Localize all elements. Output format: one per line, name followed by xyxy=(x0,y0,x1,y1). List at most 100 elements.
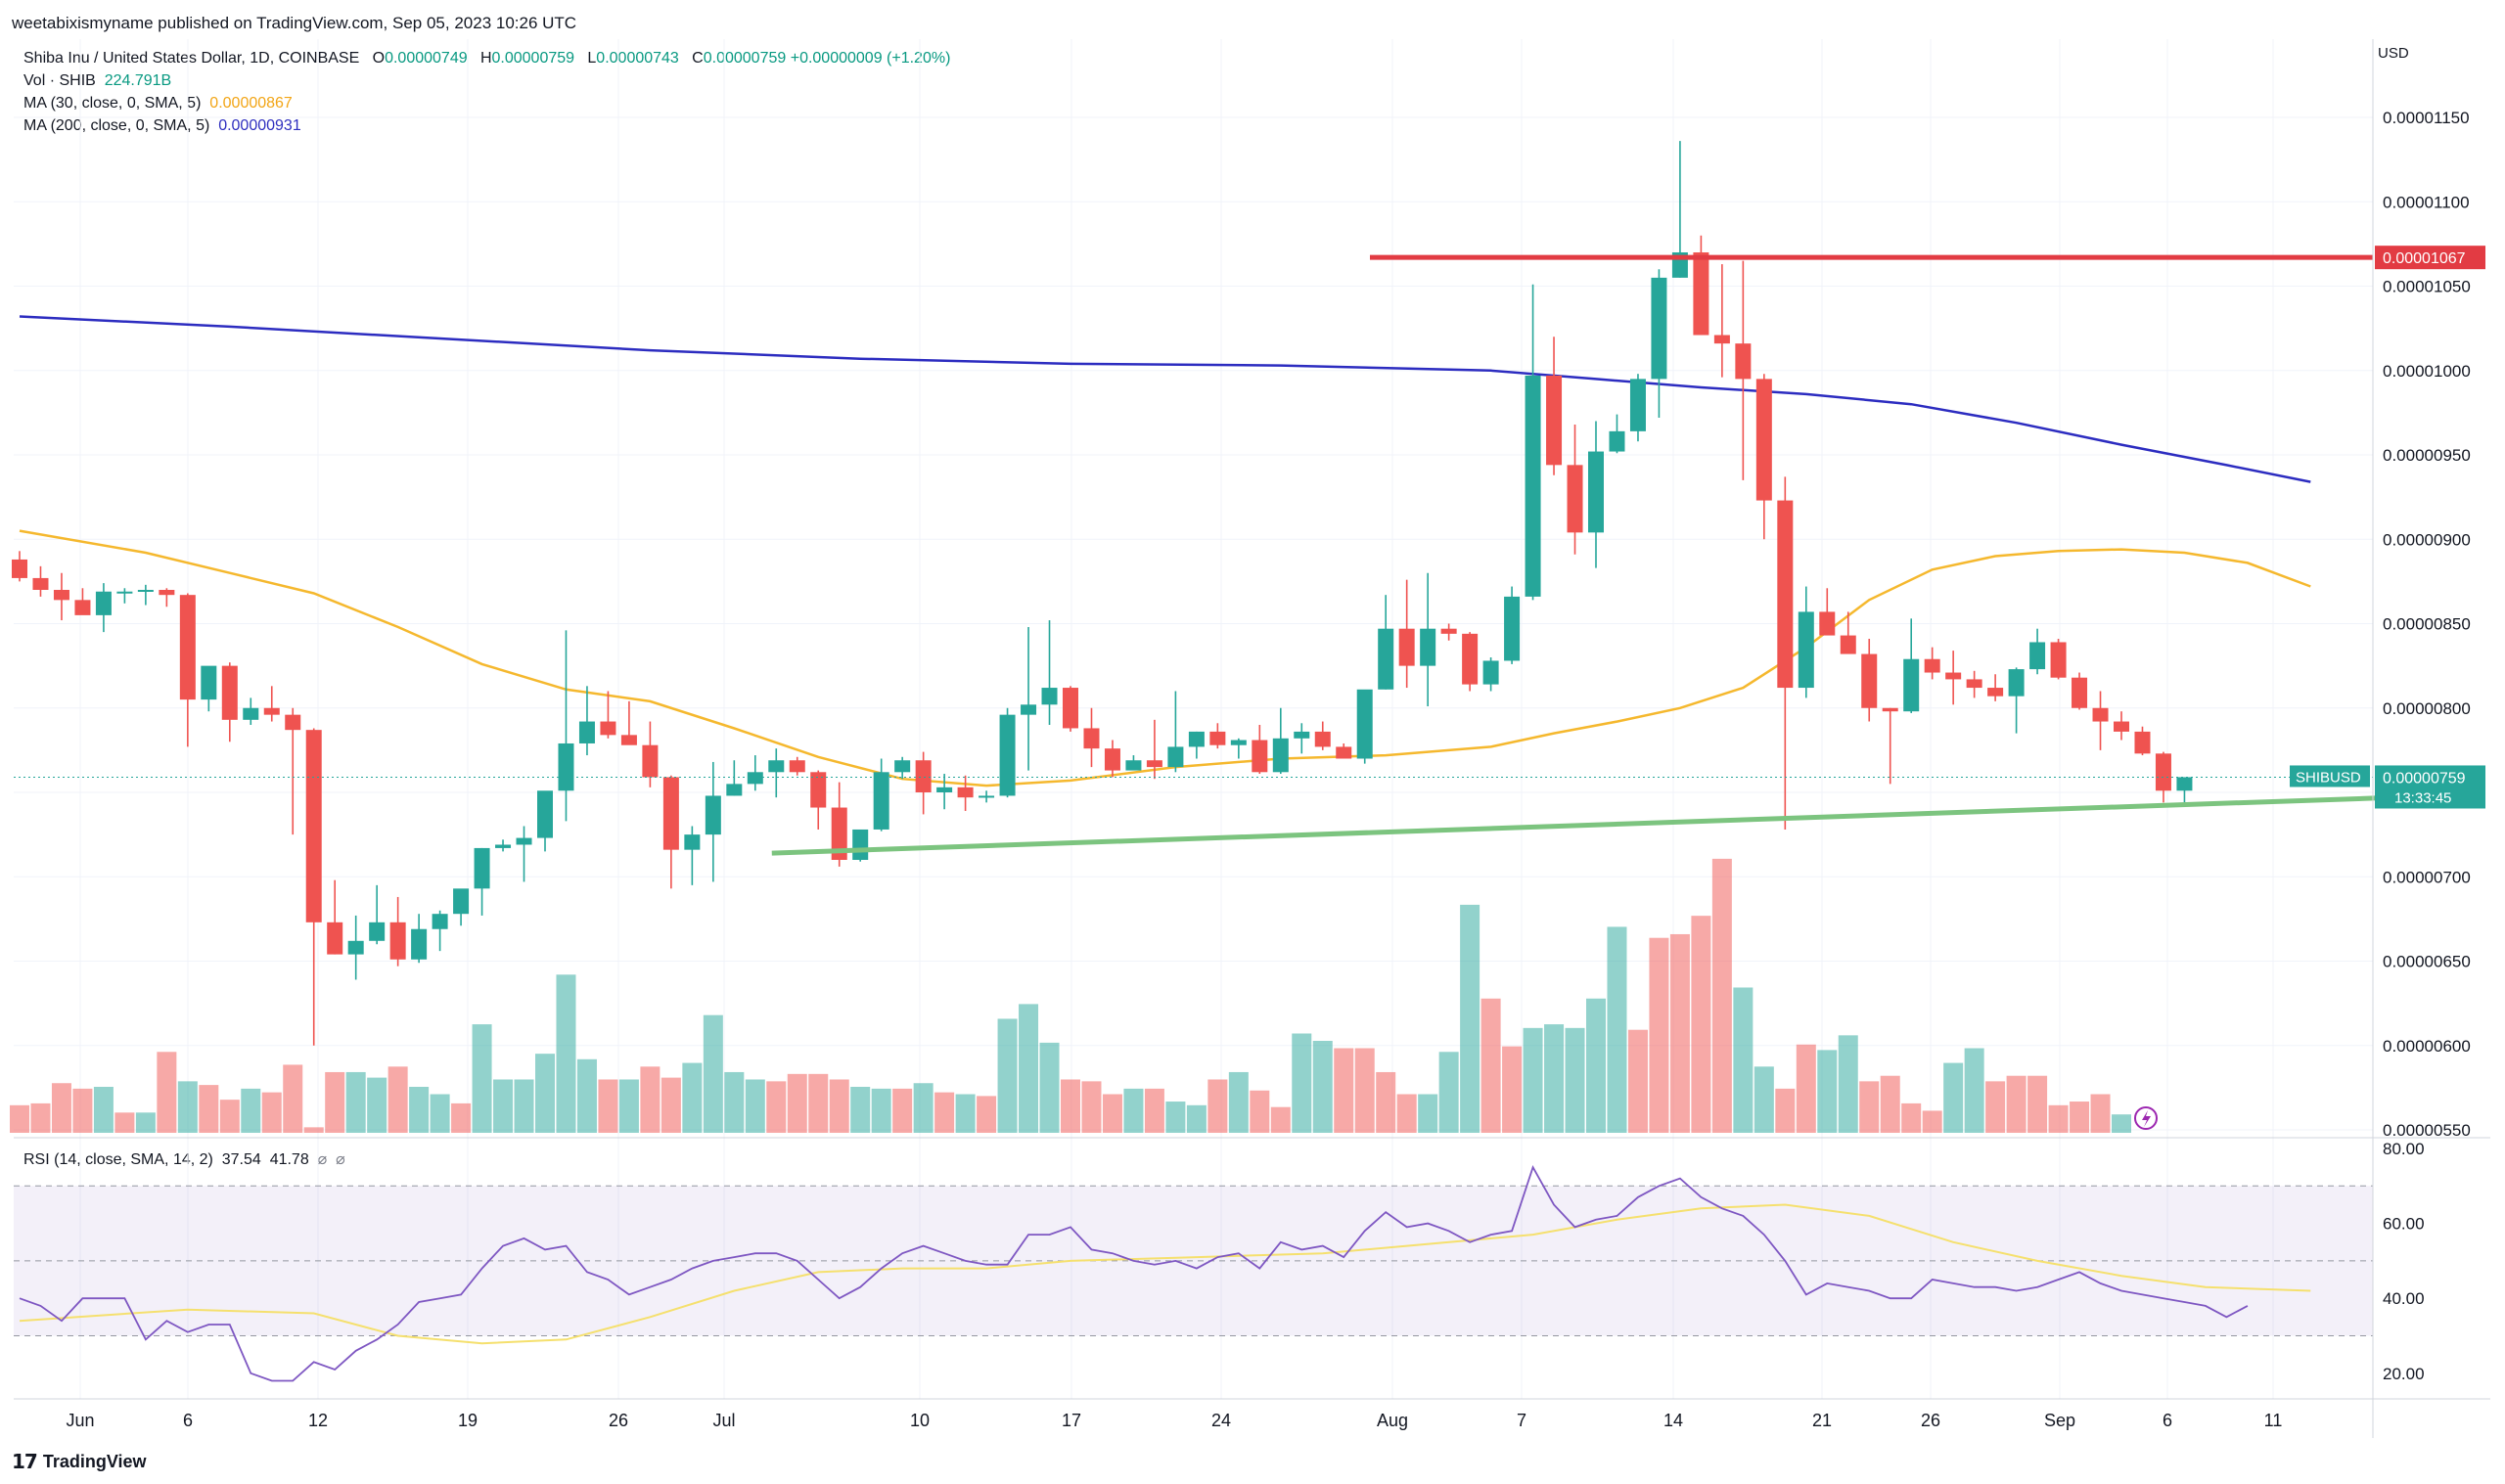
tradingview-footer[interactable]: 𝟭𝟳 TradingView xyxy=(12,1450,147,1474)
volume-bar xyxy=(1565,1027,1585,1133)
ma200-legend-row[interactable]: MA (200, close, 0, SMA, 5) 0.00000931 xyxy=(23,114,950,137)
rsi-legend[interactable]: RSI (14, close, SMA, 14, 2) 37.54 41.78 … xyxy=(23,1149,345,1169)
ma30-label: MA (30, close, 0, SMA, 5) xyxy=(23,95,202,112)
volume-bar xyxy=(1711,858,1732,1133)
publisher-line: weetabixismyname published on TradingVie… xyxy=(12,14,577,32)
candle-body xyxy=(1336,746,1352,759)
candle-body xyxy=(1798,611,1814,689)
candle-body xyxy=(1966,679,1982,689)
volume-bar xyxy=(1061,1079,1080,1133)
x-tick-label: 26 xyxy=(609,1411,628,1430)
volume-value: 224.791B xyxy=(104,72,172,89)
candle-body xyxy=(74,600,91,615)
volume-bar xyxy=(997,1018,1018,1133)
volume-bar xyxy=(535,1054,555,1133)
open-value: 0.00000749 xyxy=(385,50,468,67)
volume-bar xyxy=(850,1087,871,1133)
volume-legend-row[interactable]: Vol · SHIB 224.791B xyxy=(23,69,950,92)
volume-bar xyxy=(682,1062,703,1133)
volume-bar xyxy=(618,1079,639,1133)
ma30-legend-row[interactable]: MA (30, close, 0, SMA, 5) 0.00000867 xyxy=(23,92,950,114)
candle-body xyxy=(137,590,154,592)
volume-bar xyxy=(1859,1081,1880,1133)
candle-body xyxy=(915,760,932,792)
candle-body xyxy=(831,807,847,860)
x-tick-label: 7 xyxy=(1517,1411,1526,1430)
symbol-row[interactable]: Shiba Inu / United States Dollar, 1D, CO… xyxy=(23,47,950,69)
candle-body xyxy=(1167,746,1184,768)
low-label: L xyxy=(587,50,597,67)
candle-body xyxy=(894,760,911,773)
candle-body xyxy=(1125,760,1142,771)
volume-bar xyxy=(493,1079,514,1133)
high-value: 0.00000759 xyxy=(491,50,575,67)
volume-bar xyxy=(576,1058,597,1133)
candle-body xyxy=(957,787,974,798)
candle-body xyxy=(2029,642,2046,670)
symbol-title: Shiba Inu / United States Dollar, 1D, CO… xyxy=(23,50,360,67)
volume-bar xyxy=(745,1079,765,1133)
candle-body xyxy=(1713,335,1730,344)
volume-bar xyxy=(556,974,576,1133)
y-tick-label: 0.00001050 xyxy=(2383,278,2471,296)
hidden-series-icon[interactable]: ⌀ xyxy=(317,1151,328,1168)
volume-bar xyxy=(1312,1041,1333,1133)
candle-body xyxy=(1063,688,1078,729)
candle-body xyxy=(1378,628,1394,690)
trend-lines[interactable] xyxy=(14,254,2395,856)
volume-bar xyxy=(2027,1075,2048,1133)
rsi-label: RSI (14, close, SMA, 14, 2) xyxy=(23,1151,213,1168)
candle-body xyxy=(1252,740,1268,773)
volume-bar xyxy=(934,1092,955,1133)
ma30-series xyxy=(19,529,2311,787)
volume-bar xyxy=(303,1127,324,1133)
candle-body xyxy=(620,735,637,745)
candle-body xyxy=(979,795,995,798)
candle-body xyxy=(705,795,721,835)
candle-body xyxy=(1294,731,1310,739)
volume-bar xyxy=(977,1096,997,1133)
candle-body xyxy=(2092,707,2109,722)
candle-body xyxy=(1104,748,1120,771)
volume-bar xyxy=(114,1112,135,1133)
candle-body xyxy=(389,922,406,960)
candle-body xyxy=(1861,653,1878,708)
candle-body xyxy=(810,772,827,808)
x-tick-label: Aug xyxy=(1377,1411,1408,1430)
candle-body xyxy=(347,940,364,955)
candle-body xyxy=(2008,669,2025,697)
y-tick-label: 0.00000900 xyxy=(2383,530,2471,549)
volume-bar xyxy=(1922,1110,1942,1133)
volume-bar xyxy=(1376,1071,1396,1133)
candlestick-series xyxy=(12,141,2193,1046)
volume-bar xyxy=(660,1077,681,1133)
volume-bar xyxy=(1775,1088,1796,1133)
volume-bar xyxy=(1480,998,1501,1133)
y-tick-label: 0.00000850 xyxy=(2383,615,2471,634)
volume-bar xyxy=(219,1100,240,1133)
hidden-series-icon-2[interactable]: ⌀ xyxy=(336,1151,345,1168)
candle-body xyxy=(453,888,470,915)
volume-bar xyxy=(1502,1046,1523,1133)
volume-bar xyxy=(283,1064,303,1133)
volume-bar xyxy=(2090,1094,2111,1133)
ma200-label: MA (200, close, 0, SMA, 5) xyxy=(23,117,210,134)
candle-body xyxy=(873,772,889,830)
candle-body xyxy=(999,714,1016,796)
currency-button[interactable]: USD xyxy=(2378,45,2409,62)
x-tick-label: Jul xyxy=(712,1411,735,1430)
volume-bar xyxy=(640,1066,660,1133)
x-tick-label: 6 xyxy=(2163,1411,2172,1430)
volume-bar xyxy=(1418,1094,1438,1133)
volume-bar xyxy=(2006,1075,2027,1133)
symbol-tag-text: SHIBUSD xyxy=(2296,769,2361,786)
tradingview-logo-icon: 𝟭𝟳 xyxy=(12,1452,38,1473)
volume-bars xyxy=(10,858,2131,1133)
candle-body xyxy=(1882,707,1898,712)
ma200-series xyxy=(19,315,2311,483)
candle-body xyxy=(432,914,448,929)
volume-bar xyxy=(345,1071,366,1133)
volume-bar xyxy=(1396,1094,1417,1133)
x-tick-label: Sep xyxy=(2044,1411,2075,1430)
